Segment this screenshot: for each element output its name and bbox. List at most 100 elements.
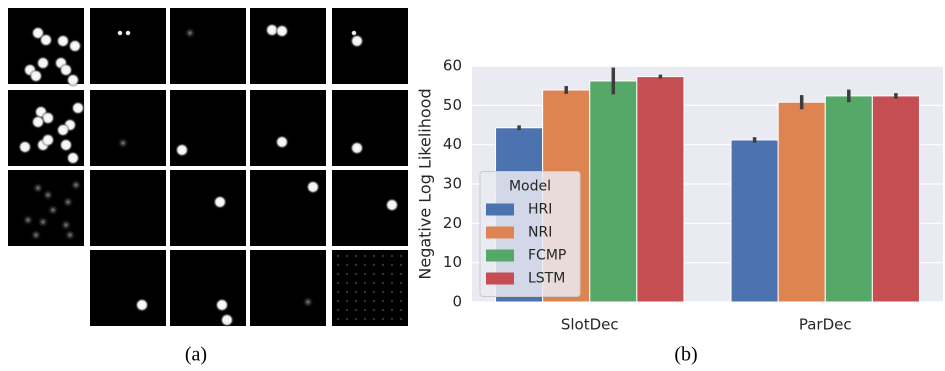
- object-blob: [220, 313, 234, 327]
- y-tick-label: 20: [443, 214, 462, 232]
- legend-swatch: [486, 250, 514, 262]
- noise-dot: [373, 282, 375, 284]
- noise-dot: [382, 273, 384, 275]
- noise-dot: [400, 255, 402, 257]
- bar: [825, 96, 872, 302]
- faint-blob: [47, 204, 59, 216]
- noise-dot: [391, 300, 393, 302]
- noise-dot: [364, 255, 366, 257]
- y-tick-label: 0: [452, 293, 462, 311]
- noise-dot: [337, 309, 339, 311]
- noise-dot: [400, 309, 402, 311]
- noise-dot: [373, 264, 375, 266]
- faint-blob: [64, 229, 76, 241]
- x-tick-label: ParDec: [799, 316, 852, 334]
- legend-swatch: [486, 204, 514, 216]
- image-cell: [90, 8, 166, 84]
- noise-dot: [382, 264, 384, 266]
- noise-dot: [364, 318, 366, 320]
- y-tick-label: 30: [443, 175, 462, 193]
- x-tick-label: SlotDec: [561, 316, 619, 334]
- noise-dot: [373, 309, 375, 311]
- noise-dot: [400, 318, 402, 320]
- noise-dot: [346, 255, 348, 257]
- noise-dot: [382, 282, 384, 284]
- object-blob: [350, 141, 364, 155]
- object-blob: [18, 140, 32, 154]
- object-blob: [41, 133, 55, 147]
- object-blob: [59, 138, 73, 152]
- faint-blob: [42, 189, 54, 201]
- noise-dot: [355, 318, 357, 320]
- image-cell: [250, 250, 326, 326]
- noise-dot: [400, 291, 402, 293]
- y-tick-label: 40: [443, 135, 462, 153]
- noise-dot: [400, 282, 402, 284]
- noise-dot: [400, 264, 402, 266]
- image-cell: [170, 170, 246, 246]
- object-blob: [66, 73, 80, 87]
- noise-dot: [337, 300, 339, 302]
- faint-blob: [30, 229, 42, 241]
- object-blob: [135, 298, 149, 312]
- noise-dot: [337, 264, 339, 266]
- noise-dot: [355, 282, 357, 284]
- noise-dot: [391, 264, 393, 266]
- noise-dot: [391, 291, 393, 293]
- noise-dot: [391, 255, 393, 257]
- bar: [778, 102, 825, 302]
- faint-blob: [22, 214, 34, 226]
- image-cell: [90, 250, 166, 326]
- noise-dot: [346, 264, 348, 266]
- noise-dot: [346, 309, 348, 311]
- image-grid: [8, 8, 408, 327]
- bar: [637, 77, 684, 302]
- noise-dot: [373, 291, 375, 293]
- image-cell: [250, 8, 326, 84]
- noise-dot: [337, 282, 339, 284]
- object-blob: [71, 101, 85, 115]
- noise-dot: [373, 255, 375, 257]
- noise-dot: [382, 309, 384, 311]
- object-blob: [175, 143, 189, 157]
- image-cell: [332, 8, 408, 84]
- noise-dot: [382, 318, 384, 320]
- noise-dot: [337, 255, 339, 257]
- noise-dot: [346, 291, 348, 293]
- noise-dot: [364, 309, 366, 311]
- noise-dot: [373, 273, 375, 275]
- bar: [731, 140, 778, 302]
- noise-dot: [355, 300, 357, 302]
- noise-dot: [355, 273, 357, 275]
- noise-dot: [382, 255, 384, 257]
- faint-blob: [117, 137, 129, 149]
- faint-blob: [70, 179, 82, 191]
- bar-chart: 0102030405060Negative Log LikelihoodSlot…: [416, 57, 944, 334]
- object-blob: [36, 56, 50, 70]
- faint-blob: [302, 296, 314, 308]
- object-blob: [275, 135, 289, 149]
- noise-dot: [346, 318, 348, 320]
- object-blob: [213, 195, 227, 209]
- object-blob: [31, 115, 45, 129]
- object-blob: [215, 298, 229, 312]
- noise-dot: [364, 282, 366, 284]
- object-blob: [306, 180, 320, 194]
- image-cell: [332, 250, 408, 326]
- noise-dot: [337, 273, 339, 275]
- object-blob: [56, 34, 70, 48]
- object-blob: [29, 69, 43, 83]
- page: 0102030405060Negative Log LikelihoodSlot…: [0, 0, 945, 371]
- bar: [872, 96, 919, 302]
- caption: (b): [674, 344, 697, 366]
- faint-blob: [62, 196, 74, 208]
- image-cell: [90, 170, 166, 246]
- noise-dot: [346, 300, 348, 302]
- noise-dot: [391, 282, 393, 284]
- noise-dot: [355, 264, 357, 266]
- image-cell: [90, 90, 166, 166]
- noise-dot: [382, 300, 384, 302]
- object-blob: [117, 30, 123, 36]
- noise-dot: [373, 318, 375, 320]
- object-blob: [350, 34, 364, 48]
